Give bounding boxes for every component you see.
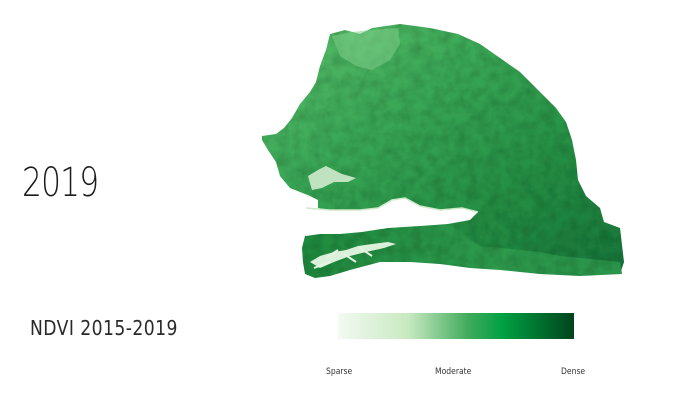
year-label: 2019 (22, 160, 99, 206)
saloum-delta (308, 166, 356, 190)
sparse-vegetation-patch (332, 28, 400, 70)
casamance-river (310, 242, 396, 268)
casamance-region (302, 224, 622, 278)
legend-label-sparse: Sparse (326, 367, 353, 377)
ndvi-legend-bar (338, 313, 574, 339)
casamance-river-branches (313, 247, 373, 269)
legend-label-moderate: Moderate (435, 367, 472, 377)
map-title: NDVI 2015-2019 (30, 316, 178, 340)
gambia-river-edge (305, 197, 479, 213)
senegal-north-region (262, 24, 624, 274)
gambia-gap (306, 198, 478, 236)
legend-label-dense: Dense (561, 367, 586, 377)
senegal-ndvi-map (262, 24, 624, 278)
